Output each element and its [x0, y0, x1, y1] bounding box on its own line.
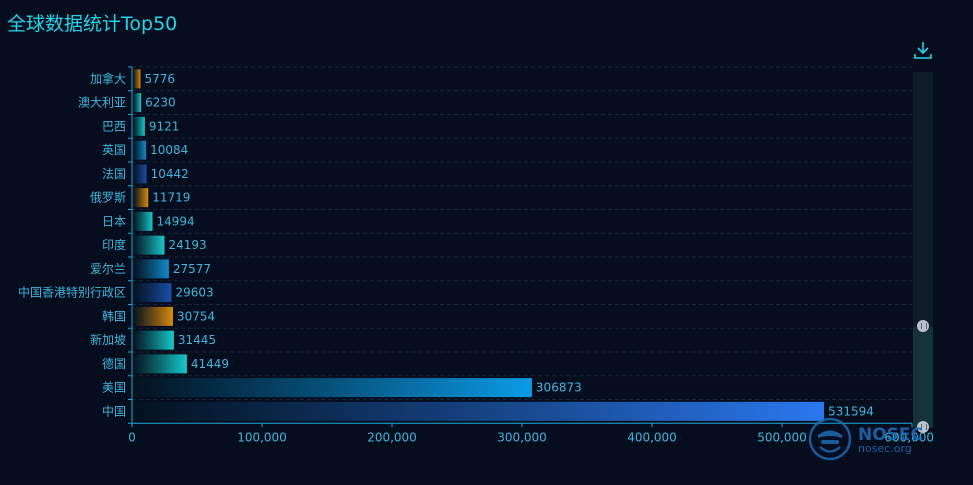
bar-value-label: 11719 — [152, 191, 190, 205]
bar[interactable] — [133, 306, 173, 326]
x-tick-label: 600,000 — [884, 430, 934, 444]
chart-title: 全球数据统计Top50 — [7, 13, 178, 35]
bar[interactable] — [133, 188, 149, 208]
bar-value-label: 29603 — [175, 286, 213, 300]
axes: 0 100,000 200,000 300,000 400,000 500,000 600,… — [128, 66, 934, 444]
category-label: 法国 — [102, 167, 126, 181]
bar-value-label: 24193 — [168, 238, 206, 252]
bar-value-label: 5776 — [145, 72, 176, 86]
download-icon[interactable] — [912, 39, 934, 61]
category-label: 新加坡 — [90, 332, 126, 347]
category-label: 加拿大 — [90, 71, 126, 86]
bar[interactable] — [133, 259, 169, 279]
category-label: 澳大利亚 — [78, 96, 126, 110]
bars — [133, 69, 825, 421]
nosec-logo-icon: NOSEC nosec.org — [808, 417, 923, 461]
value-labels: 5776 6230 9121 10084 10442 11719 14994 24193 275… — [145, 72, 874, 419]
bar-value-label: 306873 — [536, 381, 582, 395]
bar[interactable] — [133, 283, 172, 303]
bar-value-label: 531594 — [828, 404, 874, 418]
x-tick-label: 300,000 — [497, 430, 547, 444]
bar[interactable] — [133, 69, 141, 89]
bar[interactable] — [133, 378, 532, 398]
category-label: 爱尔兰 — [90, 261, 126, 276]
bar[interactable] — [133, 401, 825, 421]
watermark-brand: NOSEC — [858, 425, 923, 445]
category-label: 俄罗斯 — [90, 191, 126, 205]
bar-value-label: 9121 — [149, 119, 180, 133]
grid-lines — [132, 66, 912, 424]
bar-value-label: 6230 — [145, 96, 176, 110]
bar-value-label: 31445 — [178, 333, 216, 347]
zoom-slider-selection[interactable] — [913, 327, 933, 428]
bar-value-label: 10442 — [151, 167, 189, 181]
bar[interactable] — [133, 235, 165, 255]
category-label: 德国 — [102, 356, 126, 371]
watermark-domain: nosec.org — [858, 442, 912, 455]
bar[interactable] — [133, 116, 145, 136]
x-tick-label: 500,000 — [757, 430, 807, 444]
bar-value-label: 10084 — [150, 143, 188, 157]
category-label: 中国 — [102, 403, 126, 418]
bar[interactable] — [133, 330, 174, 350]
x-tick-label: 0 — [128, 430, 136, 444]
bar[interactable] — [133, 140, 147, 160]
category-label: 日本 — [102, 214, 126, 228]
x-tick-label: 200,000 — [367, 430, 417, 444]
nosec-watermark: NOSEC nosec.org — [808, 414, 928, 468]
bar[interactable] — [133, 354, 187, 374]
x-tick-label: 400,000 — [627, 430, 677, 444]
bar-value-label: 14994 — [156, 214, 194, 228]
bar-value-label: 30754 — [177, 309, 215, 323]
category-label: 巴西 — [102, 119, 126, 133]
bar-value-label: 27577 — [173, 262, 211, 276]
x-tick-label: 100,000 — [237, 430, 287, 444]
zoom-slider-top-handle[interactable] — [917, 320, 929, 332]
category-labels: 加拿大澳大利亚巴西英国法国俄罗斯日本印度爱尔兰中国香港特别行政区韩国新加坡德国美… — [18, 71, 126, 419]
bar[interactable] — [133, 164, 147, 184]
bar-value-label: 41449 — [191, 357, 229, 371]
bar[interactable] — [133, 211, 153, 231]
category-label: 中国香港特别行政区 — [18, 285, 126, 300]
category-label: 印度 — [102, 237, 126, 252]
category-label: 英国 — [102, 143, 126, 157]
category-label: 韩国 — [102, 308, 126, 323]
bar[interactable] — [133, 93, 142, 113]
zoom-slider-bottom-handle[interactable] — [917, 421, 929, 433]
category-label: 美国 — [102, 381, 126, 395]
